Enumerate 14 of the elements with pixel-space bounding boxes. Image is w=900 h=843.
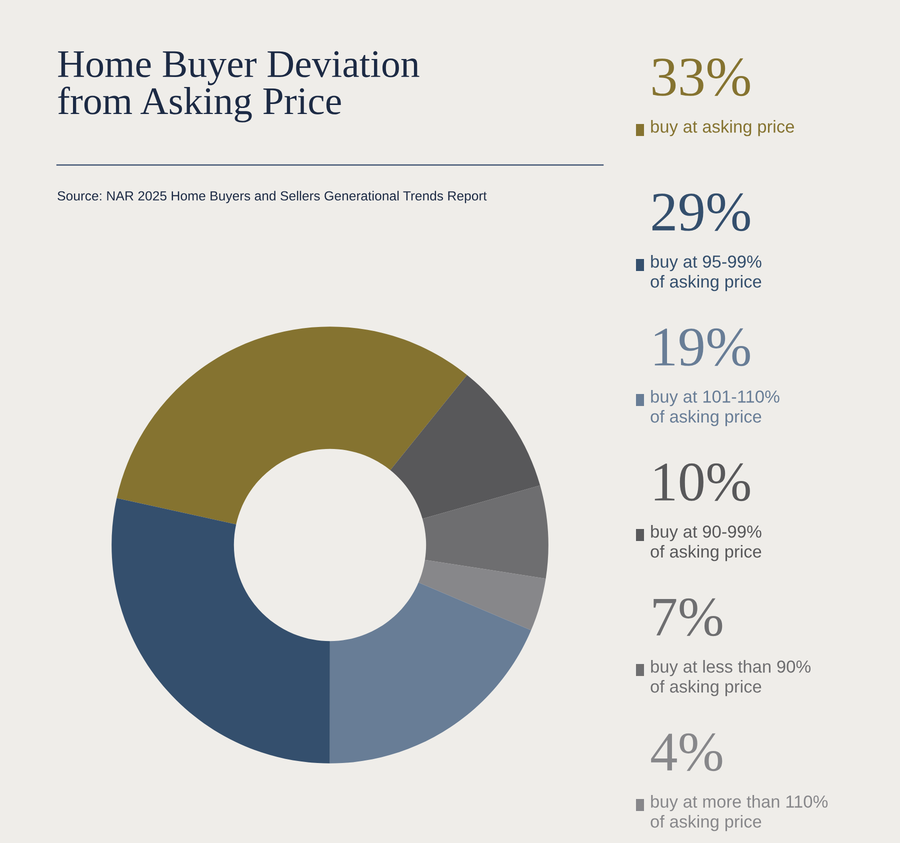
legend-label: buy at 101-110% of asking price bbox=[650, 390, 780, 426]
data-label: 19% bbox=[654, 328, 750, 366]
chart-title: Home Buyer Deviation from Asking Price bbox=[58, 51, 420, 122]
source-note: Source: NAR 2025 Home Buyers and Sellers Generational Trends Report bbox=[58, 190, 487, 204]
legend-label: buy at 95-99% of asking price bbox=[650, 255, 762, 292]
data-label: 33% bbox=[652, 58, 750, 96]
data-label: 10% bbox=[654, 463, 750, 502]
legend-label: buy at asking price bbox=[651, 120, 794, 136]
data-label: 4% bbox=[651, 733, 722, 772]
legend-label: buy at 90-99% of asking price bbox=[650, 525, 762, 562]
legend-label: buy at more than 110% of asking price bbox=[650, 795, 828, 832]
legend-label: buy at less than 90% of asking price bbox=[650, 660, 811, 696]
data-label: 29% bbox=[652, 193, 750, 232]
data-label: 7% bbox=[654, 598, 722, 636]
